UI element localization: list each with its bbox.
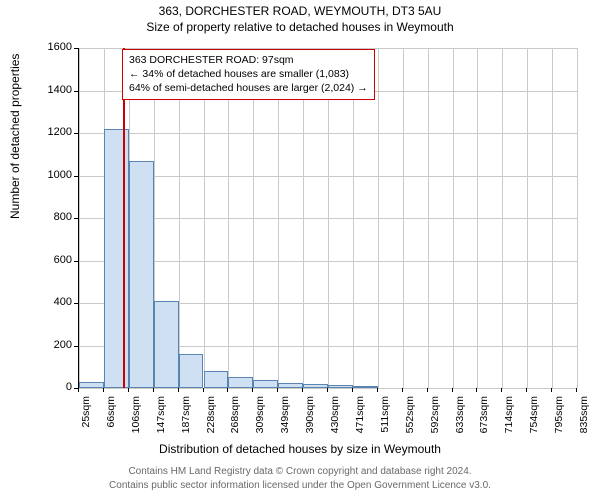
- x-tick-label: 390sqm: [304, 396, 316, 436]
- x-tick: [153, 388, 154, 392]
- footer-line-2: Contains public sector information licen…: [0, 480, 600, 491]
- histogram-bar: [228, 377, 253, 388]
- histogram-bar: [328, 385, 353, 388]
- gridline-v: [378, 48, 379, 388]
- x-tick-label: 268sqm: [229, 396, 241, 436]
- gridline-h: [79, 388, 577, 389]
- x-tick: [128, 388, 129, 392]
- gridline-v: [477, 48, 478, 388]
- gridline-v: [403, 48, 404, 388]
- x-tick: [452, 388, 453, 392]
- x-tick-label: 309sqm: [254, 396, 266, 436]
- y-tick: [74, 261, 78, 262]
- histogram-bar: [303, 384, 328, 388]
- histogram-bar: [278, 383, 303, 388]
- y-tick-label: 800: [32, 211, 72, 223]
- annotation-line-2: ← 34% of detached houses are smaller (1,…: [129, 67, 368, 81]
- gridline-v: [428, 48, 429, 388]
- x-tick-label: 633sqm: [454, 396, 466, 436]
- x-tick-label: 187sqm: [180, 396, 192, 436]
- x-tick-label: 795sqm: [553, 396, 565, 436]
- x-tick-label: 471sqm: [354, 396, 366, 436]
- x-tick-label: 66sqm: [105, 396, 117, 436]
- y-tick: [74, 303, 78, 304]
- y-tick-label: 1000: [32, 169, 72, 181]
- x-tick-label: 552sqm: [404, 396, 416, 436]
- x-tick-label: 835sqm: [578, 396, 590, 436]
- footer-line-1: Contains HM Land Registry data © Crown c…: [0, 466, 600, 477]
- gridline-v: [502, 48, 503, 388]
- y-tick-label: 1200: [32, 126, 72, 138]
- x-tick: [178, 388, 179, 392]
- x-tick: [352, 388, 353, 392]
- gridline-v: [79, 48, 80, 388]
- histogram-bar: [154, 301, 179, 388]
- y-axis-label: Number of detached properties: [8, 54, 22, 219]
- x-tick: [78, 388, 79, 392]
- x-tick: [402, 388, 403, 392]
- x-tick: [427, 388, 428, 392]
- x-tick: [377, 388, 378, 392]
- y-tick: [74, 218, 78, 219]
- y-tick-label: 600: [32, 254, 72, 266]
- x-tick-label: 754sqm: [528, 396, 540, 436]
- x-tick-label: 673sqm: [478, 396, 490, 436]
- y-tick: [74, 176, 78, 177]
- annotation-line-3: 64% of semi-detached houses are larger (…: [129, 81, 368, 95]
- x-tick: [526, 388, 527, 392]
- x-tick: [551, 388, 552, 392]
- x-tick: [203, 388, 204, 392]
- x-tick: [476, 388, 477, 392]
- x-tick-label: 147sqm: [155, 396, 167, 436]
- x-tick: [103, 388, 104, 392]
- y-tick-label: 200: [32, 339, 72, 351]
- x-tick: [252, 388, 253, 392]
- annotation-box: 363 DORCHESTER ROAD: 97sqm ← 34% of deta…: [122, 49, 375, 100]
- y-tick: [74, 91, 78, 92]
- x-tick-label: 228sqm: [205, 396, 217, 436]
- histogram-bar: [179, 354, 204, 388]
- y-tick-label: 400: [32, 296, 72, 308]
- chart-title-sub: Size of property relative to detached ho…: [0, 20, 600, 34]
- y-tick-label: 0: [32, 381, 72, 393]
- y-tick: [74, 346, 78, 347]
- y-tick: [74, 133, 78, 134]
- histogram-bar: [353, 386, 378, 388]
- x-tick-label: 106sqm: [130, 396, 142, 436]
- x-tick-label: 25sqm: [80, 396, 92, 436]
- x-tick-label: 430sqm: [329, 396, 341, 436]
- x-axis-label: Distribution of detached houses by size …: [0, 442, 600, 456]
- histogram-bar: [253, 380, 278, 389]
- histogram-bar: [204, 371, 229, 388]
- x-tick: [302, 388, 303, 392]
- gridline-v: [577, 48, 578, 388]
- x-tick: [227, 388, 228, 392]
- x-tick: [277, 388, 278, 392]
- x-tick: [576, 388, 577, 392]
- x-tick: [501, 388, 502, 392]
- gridline-v: [552, 48, 553, 388]
- y-tick-label: 1400: [32, 84, 72, 96]
- x-tick-label: 349sqm: [279, 396, 291, 436]
- x-tick-label: 511sqm: [379, 396, 391, 436]
- annotation-line-1: 363 DORCHESTER ROAD: 97sqm: [129, 53, 368, 67]
- chart-title-main: 363, DORCHESTER ROAD, WEYMOUTH, DT3 5AU: [0, 4, 600, 18]
- y-tick: [74, 48, 78, 49]
- gridline-v: [527, 48, 528, 388]
- histogram-bar: [129, 161, 154, 388]
- chart-container: 363, DORCHESTER ROAD, WEYMOUTH, DT3 5AU …: [0, 4, 600, 504]
- x-tick: [327, 388, 328, 392]
- x-tick-label: 592sqm: [429, 396, 441, 436]
- gridline-v: [453, 48, 454, 388]
- histogram-bar: [79, 382, 104, 388]
- y-tick-label: 1600: [32, 41, 72, 53]
- x-tick-label: 714sqm: [503, 396, 515, 436]
